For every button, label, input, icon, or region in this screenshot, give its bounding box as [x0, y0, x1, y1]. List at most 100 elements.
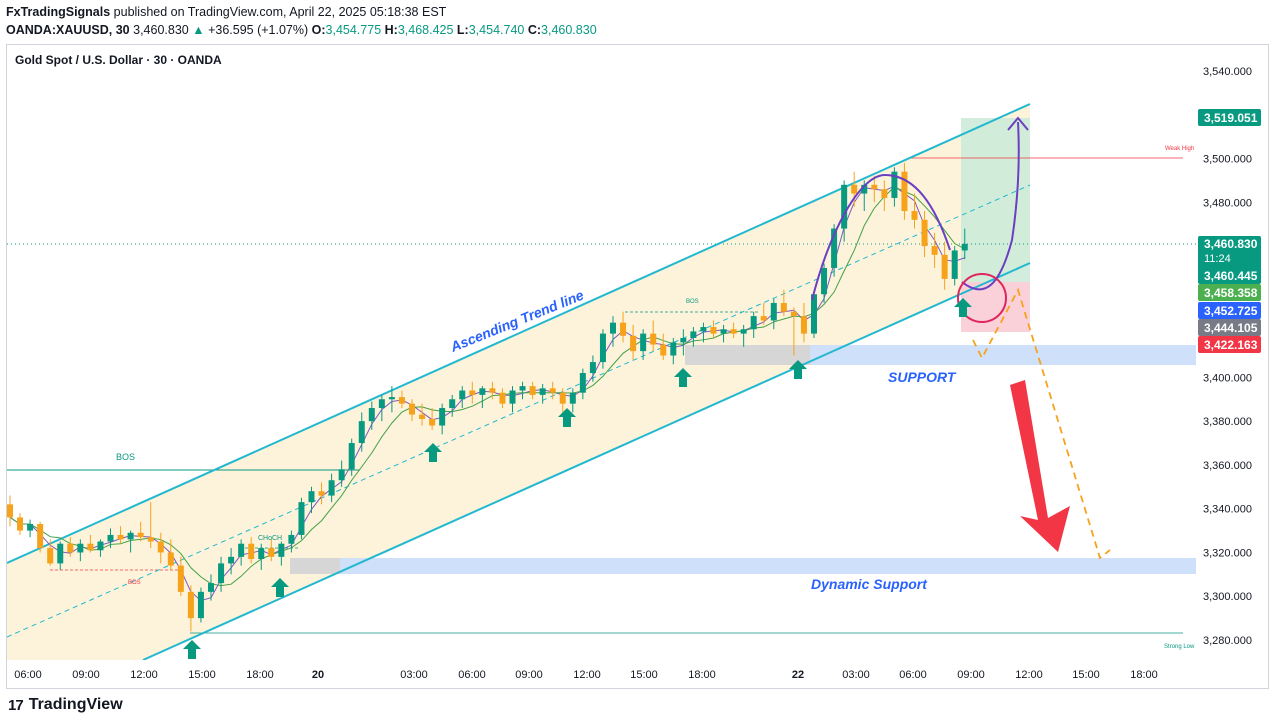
candle[interactable]: [107, 534, 114, 542]
candle[interactable]: [218, 563, 225, 584]
candle[interactable]: [680, 337, 687, 343]
candle[interactable]: [167, 552, 174, 566]
candle[interactable]: [780, 302, 787, 312]
candle[interactable]: [388, 397, 395, 400]
candle[interactable]: [640, 333, 647, 352]
candle[interactable]: [861, 184, 868, 194]
candle[interactable]: [760, 316, 767, 321]
candle[interactable]: [288, 534, 295, 544]
price-axis[interactable]: 3,540.0003,520.0003,500.0003,480.0003,46…: [1203, 66, 1252, 647]
candle[interactable]: [368, 408, 375, 422]
candle[interactable]: [720, 329, 727, 334]
candle[interactable]: [770, 302, 777, 321]
candle[interactable]: [831, 228, 838, 268]
candle[interactable]: [951, 250, 958, 279]
candle[interactable]: [569, 392, 576, 404]
candle[interactable]: [338, 469, 345, 481]
candle[interactable]: [87, 543, 94, 551]
candle[interactable]: [851, 184, 858, 194]
candle[interactable]: [318, 491, 325, 496]
candle[interactable]: [891, 171, 898, 198]
candle[interactable]: [700, 327, 707, 332]
candle[interactable]: [238, 543, 245, 557]
candle[interactable]: [197, 591, 204, 619]
candle[interactable]: [419, 414, 426, 419]
candle[interactable]: [47, 548, 54, 564]
candle[interactable]: [268, 548, 275, 557]
candle[interactable]: [358, 421, 365, 444]
candle[interactable]: [519, 386, 526, 391]
candle[interactable]: [941, 254, 948, 279]
candle[interactable]: [790, 311, 797, 317]
candle[interactable]: [208, 583, 214, 592]
candle[interactable]: [901, 171, 908, 212]
candle[interactable]: [459, 390, 466, 400]
candle[interactable]: [620, 322, 627, 336]
candle[interactable]: [529, 386, 536, 395]
candle[interactable]: [690, 331, 697, 338]
candle[interactable]: [27, 524, 34, 531]
tradingview-footer[interactable]: 17 TradingView: [8, 696, 123, 714]
candle[interactable]: [278, 543, 285, 557]
candle[interactable]: [177, 565, 184, 592]
candle[interactable]: [77, 543, 84, 553]
candle[interactable]: [37, 524, 44, 549]
candle[interactable]: [599, 333, 606, 363]
candle[interactable]: [539, 388, 546, 395]
candle[interactable]: [378, 399, 385, 409]
candle[interactable]: [509, 390, 516, 404]
candle[interactable]: [117, 534, 124, 540]
candle[interactable]: [811, 294, 817, 334]
candle[interactable]: [871, 184, 878, 190]
candle[interactable]: [398, 397, 405, 404]
candle[interactable]: [961, 243, 968, 251]
candle[interactable]: [710, 327, 717, 334]
candle[interactable]: [881, 189, 888, 198]
candle[interactable]: [187, 591, 194, 619]
candle[interactable]: [921, 219, 928, 247]
candle[interactable]: [931, 246, 938, 255]
candle[interactable]: [258, 548, 265, 560]
candle[interactable]: [660, 344, 667, 356]
candle[interactable]: [479, 388, 486, 395]
candle[interactable]: [630, 335, 637, 352]
candle[interactable]: [127, 532, 134, 540]
candle[interactable]: [228, 556, 235, 564]
candle[interactable]: [559, 392, 566, 404]
candle[interactable]: [67, 543, 74, 553]
candle[interactable]: [328, 480, 335, 496]
candle[interactable]: [911, 211, 918, 220]
candle[interactable]: [740, 329, 747, 334]
publisher-name[interactable]: FxTradingSignals: [6, 5, 111, 19]
candle[interactable]: [147, 537, 154, 542]
candle[interactable]: [610, 322, 616, 334]
candle[interactable]: [841, 184, 848, 229]
candle[interactable]: [439, 408, 446, 426]
candle[interactable]: [821, 267, 828, 295]
candle[interactable]: [298, 502, 305, 535]
candles[interactable]: [7, 162, 968, 632]
candle[interactable]: [137, 532, 144, 538]
candle[interactable]: [308, 491, 315, 503]
candle[interactable]: [7, 504, 13, 518]
candle[interactable]: [248, 543, 255, 560]
candle[interactable]: [579, 373, 586, 393]
candle[interactable]: [429, 418, 436, 426]
candle[interactable]: [157, 541, 164, 553]
candle[interactable]: [670, 342, 677, 356]
time-axis[interactable]: 06:00 09:00 12:00 15:00 18:00 20 03:00 06:00 09:…: [14, 669, 1158, 681]
candle[interactable]: [17, 517, 24, 531]
candle[interactable]: [800, 316, 807, 334]
candle[interactable]: [449, 399, 456, 409]
candle[interactable]: [730, 329, 737, 334]
candle[interactable]: [589, 362, 596, 374]
candle[interactable]: [409, 403, 415, 415]
candle[interactable]: [489, 388, 496, 393]
candle[interactable]: [650, 333, 657, 345]
candle[interactable]: [469, 390, 476, 395]
candle[interactable]: [549, 388, 556, 393]
candle[interactable]: [499, 392, 506, 404]
candle[interactable]: [97, 541, 104, 551]
candle[interactable]: [57, 543, 64, 564]
